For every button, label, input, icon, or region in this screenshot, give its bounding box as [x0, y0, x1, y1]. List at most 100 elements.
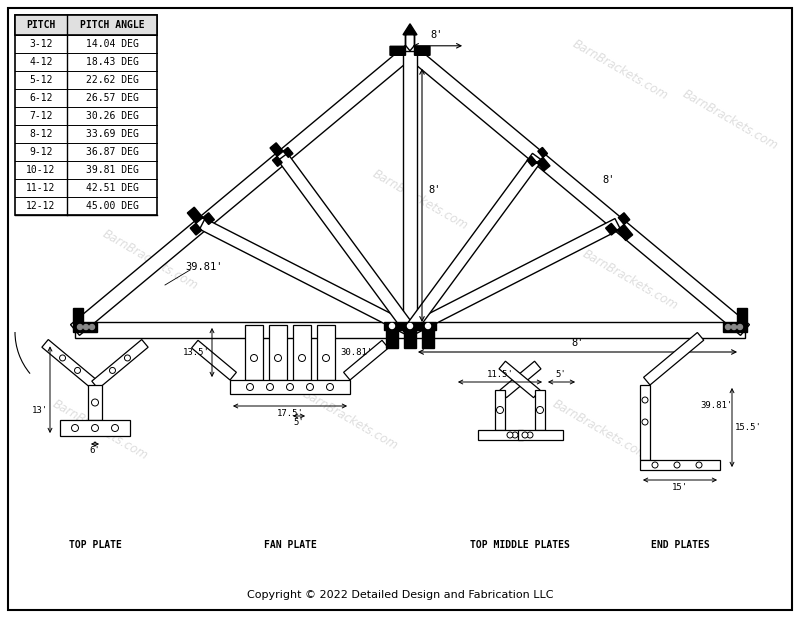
Text: 30.26 DEG: 30.26 DEG: [86, 111, 138, 121]
Text: 15': 15': [672, 483, 688, 492]
Circle shape: [674, 462, 680, 468]
Circle shape: [696, 462, 702, 468]
Circle shape: [74, 368, 81, 373]
Circle shape: [497, 407, 503, 413]
Circle shape: [91, 399, 98, 406]
Polygon shape: [495, 390, 505, 430]
Circle shape: [306, 384, 314, 391]
Polygon shape: [317, 325, 335, 380]
Text: 39.81': 39.81': [700, 400, 732, 410]
Circle shape: [90, 324, 94, 329]
Polygon shape: [75, 322, 745, 338]
Text: 22.62 DEG: 22.62 DEG: [86, 75, 138, 85]
Polygon shape: [245, 325, 263, 380]
Text: 5': 5': [556, 370, 566, 379]
Text: FAN PLATE: FAN PLATE: [263, 540, 317, 550]
FancyBboxPatch shape: [8, 8, 792, 610]
Circle shape: [286, 384, 294, 391]
Circle shape: [71, 425, 78, 431]
Text: 9-12: 9-12: [30, 147, 53, 157]
Polygon shape: [60, 420, 130, 436]
Circle shape: [246, 384, 254, 391]
Bar: [386, 330, 398, 348]
Circle shape: [407, 323, 413, 329]
Polygon shape: [640, 385, 650, 460]
Polygon shape: [73, 308, 97, 332]
Polygon shape: [478, 430, 522, 440]
Circle shape: [537, 407, 543, 413]
Polygon shape: [230, 380, 350, 394]
Text: 14.04 DEG: 14.04 DEG: [86, 39, 138, 49]
Bar: [15, 15, 157, 35]
Circle shape: [426, 323, 430, 329]
Text: 8': 8': [602, 176, 615, 185]
Polygon shape: [187, 207, 214, 235]
Polygon shape: [343, 341, 389, 380]
Circle shape: [322, 355, 330, 362]
Circle shape: [110, 368, 115, 373]
Text: 30.81': 30.81': [340, 348, 372, 357]
Text: Copyright © 2022 Detailed Design and Fabrication LLC: Copyright © 2022 Detailed Design and Fab…: [246, 590, 554, 600]
Text: 39.81': 39.81': [185, 262, 222, 272]
Text: PITCH: PITCH: [26, 20, 56, 30]
Polygon shape: [293, 325, 311, 380]
Text: PITCH ANGLE: PITCH ANGLE: [80, 20, 144, 30]
Circle shape: [390, 323, 394, 329]
Text: 10-12: 10-12: [26, 165, 56, 175]
Text: 36.87 DEG: 36.87 DEG: [86, 147, 138, 157]
Text: 11-12: 11-12: [26, 183, 56, 193]
Polygon shape: [500, 361, 541, 397]
Text: 33.69 DEG: 33.69 DEG: [86, 129, 138, 139]
Text: BarnBrackets.com: BarnBrackets.com: [370, 167, 470, 232]
Text: 11.5': 11.5': [486, 370, 514, 379]
Circle shape: [111, 425, 118, 431]
Bar: [422, 330, 434, 348]
Text: 26.57 DEG: 26.57 DEG: [86, 93, 138, 103]
Polygon shape: [199, 219, 413, 336]
Bar: [404, 330, 416, 348]
Circle shape: [125, 355, 130, 361]
Polygon shape: [269, 325, 287, 380]
Circle shape: [731, 324, 737, 329]
Circle shape: [507, 432, 513, 438]
Text: 8': 8': [571, 338, 584, 348]
Text: TOP PLATE: TOP PLATE: [69, 540, 122, 550]
Circle shape: [642, 419, 648, 425]
Text: TOP MIDDLE PLATES: TOP MIDDLE PLATES: [470, 540, 570, 550]
Text: 4-12: 4-12: [30, 57, 53, 67]
Circle shape: [250, 355, 258, 362]
Text: 6-12: 6-12: [30, 93, 53, 103]
Polygon shape: [278, 153, 415, 334]
Circle shape: [652, 462, 658, 468]
Text: BarnBrackets.com: BarnBrackets.com: [100, 227, 200, 293]
Text: BarnBrackets.com: BarnBrackets.com: [550, 397, 650, 463]
Circle shape: [326, 384, 334, 391]
Text: BarnBrackets.com: BarnBrackets.com: [300, 387, 400, 452]
Circle shape: [78, 324, 82, 329]
Polygon shape: [518, 430, 562, 440]
Text: 39.81 DEG: 39.81 DEG: [86, 165, 138, 175]
Circle shape: [266, 384, 274, 391]
Polygon shape: [405, 153, 542, 334]
Polygon shape: [499, 361, 540, 397]
Polygon shape: [42, 339, 98, 389]
Circle shape: [274, 355, 282, 362]
Polygon shape: [270, 143, 293, 166]
Text: 8-12: 8-12: [30, 129, 53, 139]
Text: 13': 13': [32, 406, 48, 415]
Polygon shape: [643, 332, 704, 385]
Polygon shape: [535, 390, 545, 430]
Text: 5': 5': [294, 418, 304, 427]
Polygon shape: [92, 339, 148, 389]
Text: 13.5': 13.5': [183, 348, 210, 357]
Polygon shape: [70, 45, 414, 336]
Circle shape: [59, 355, 66, 361]
Text: BarnBrackets.com: BarnBrackets.com: [580, 247, 680, 313]
Polygon shape: [403, 51, 417, 330]
Text: BarnBrackets.com: BarnBrackets.com: [570, 37, 670, 103]
Text: BarnBrackets.com: BarnBrackets.com: [50, 397, 150, 463]
Polygon shape: [88, 385, 102, 420]
Circle shape: [298, 355, 306, 362]
Polygon shape: [606, 213, 633, 240]
Text: 12-12: 12-12: [26, 201, 56, 211]
